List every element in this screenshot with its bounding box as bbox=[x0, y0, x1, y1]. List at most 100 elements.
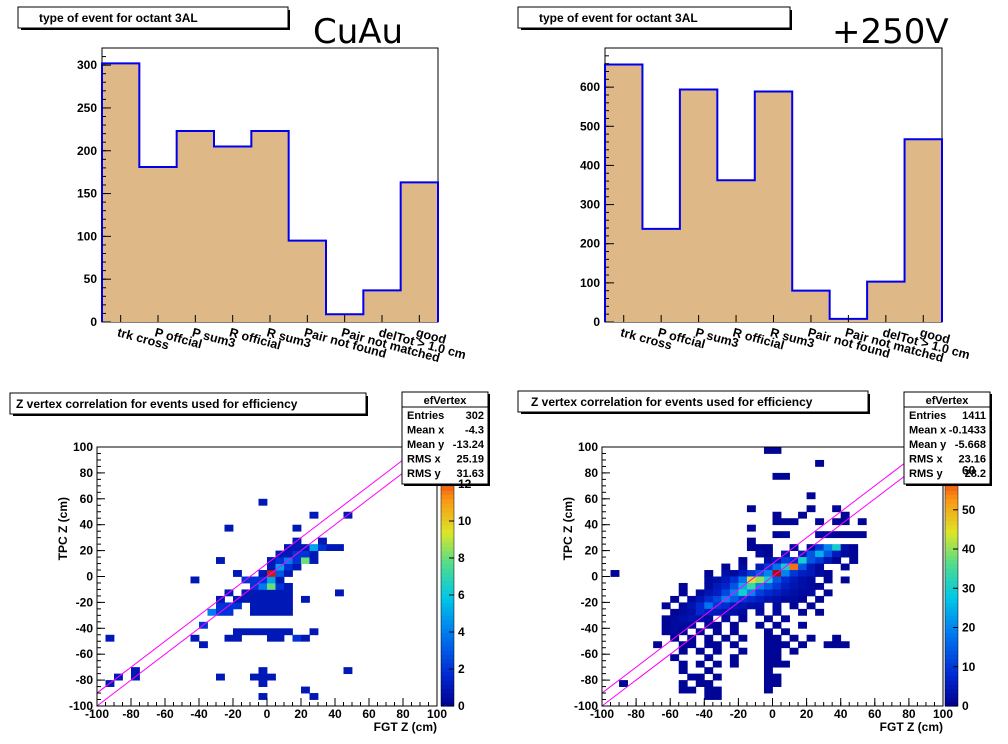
heatmap-cell bbox=[789, 589, 799, 597]
heatmap-cell bbox=[292, 563, 302, 571]
colorbar-segment bbox=[945, 554, 958, 560]
heatmap-cell bbox=[823, 550, 833, 558]
colorbar-segment bbox=[441, 611, 454, 616]
heatmap-cell bbox=[729, 608, 739, 616]
heatmap-cell bbox=[763, 595, 773, 603]
heatmap-cell bbox=[746, 595, 756, 603]
heatmap-cell bbox=[704, 576, 714, 584]
y-tick-label: 500 bbox=[580, 119, 600, 133]
stats-value: 302 bbox=[466, 410, 484, 422]
y-tick-label: 80 bbox=[585, 466, 599, 480]
heatmap-cell bbox=[789, 634, 799, 642]
diagonal-line bbox=[96, 446, 421, 694]
heatmap-cell bbox=[755, 576, 765, 584]
heatmap-cell bbox=[678, 589, 688, 597]
y-tick-label: 60 bbox=[80, 492, 94, 506]
colorbar-segment bbox=[441, 697, 454, 703]
heatmap-cell bbox=[772, 647, 782, 655]
bar bbox=[754, 91, 793, 322]
colorbar-segment bbox=[945, 680, 958, 686]
y-tick-label: 20 bbox=[585, 544, 599, 558]
heatmap-cell bbox=[755, 589, 765, 597]
x-axis-label: FGT Z (cm) bbox=[880, 720, 943, 734]
heatmap-cell bbox=[131, 667, 140, 675]
stats-value: -0.1433 bbox=[949, 425, 986, 437]
stats-value: 31.63 bbox=[456, 468, 484, 480]
colorbar-segment bbox=[441, 701, 454, 707]
colorbar-segment bbox=[945, 619, 958, 625]
colorbar-segment bbox=[441, 593, 454, 599]
panel-4-title: Z vertex correlation for events used for… bbox=[531, 395, 813, 409]
colorbar-segment bbox=[945, 511, 958, 517]
bar bbox=[251, 131, 290, 322]
colorbar-tick-label: 8 bbox=[458, 551, 465, 565]
colorbar-segment bbox=[441, 503, 454, 509]
y-tick-label: 100 bbox=[578, 440, 598, 454]
heatmap-cell bbox=[781, 582, 790, 590]
heatmap-cell bbox=[704, 693, 714, 700]
heatmap-cell bbox=[704, 582, 714, 590]
colorbar-segment bbox=[945, 498, 958, 504]
heatmap-cell bbox=[284, 582, 293, 590]
heatmap-cell bbox=[729, 582, 739, 590]
heatmap-cell bbox=[678, 602, 688, 610]
heatmap-cell bbox=[687, 641, 697, 649]
colorbar-segment bbox=[441, 576, 454, 582]
x-tick-label: 60 bbox=[868, 707, 882, 721]
heatmap-cell bbox=[712, 589, 722, 597]
colorbar-segment bbox=[945, 589, 958, 595]
x-tick-label: -100 bbox=[590, 707, 614, 721]
colorbar-segment bbox=[441, 585, 454, 591]
x-axis-label: FGT Z (cm) bbox=[374, 720, 437, 734]
heatmap-cell bbox=[798, 589, 807, 597]
heatmap-plot bbox=[601, 391, 992, 707]
heatmap-cell bbox=[267, 634, 276, 642]
heatmap-cell bbox=[746, 582, 756, 590]
heatmap-cell bbox=[832, 544, 842, 551]
heatmap-cell bbox=[798, 557, 807, 564]
heatmap-cell bbox=[687, 615, 697, 623]
heatmap-cell bbox=[309, 544, 319, 551]
colorbar-segment bbox=[441, 654, 454, 660]
heatmap-cell bbox=[258, 582, 268, 590]
heatmap-cell bbox=[275, 557, 285, 564]
heatmap-cell bbox=[781, 595, 790, 603]
heatmap-cell bbox=[738, 570, 748, 577]
bar bbox=[717, 180, 756, 322]
heatmap-cell bbox=[832, 518, 842, 526]
heatmap-cell bbox=[789, 563, 799, 571]
heatmap-cell bbox=[250, 602, 259, 610]
heatmap-cell bbox=[704, 634, 714, 642]
panel-3-title: Z vertex correlation for events used for… bbox=[16, 397, 298, 411]
heatmap-cell bbox=[772, 634, 782, 642]
heatmap-cell bbox=[687, 595, 697, 603]
stats-name: efVertex bbox=[424, 395, 468, 407]
colorbar-segment bbox=[945, 507, 958, 513]
x-tick-label: 100 bbox=[933, 707, 953, 721]
heatmap-cell bbox=[301, 557, 310, 564]
y-axis-label: TPC Z (cm) bbox=[56, 497, 70, 560]
heatmap-cell bbox=[738, 615, 748, 623]
colorbar-segment bbox=[441, 662, 454, 668]
colorbar-segment bbox=[441, 649, 454, 655]
colorbar-tick-label: 2 bbox=[458, 662, 465, 676]
heatmap-cell bbox=[695, 602, 705, 610]
heatmap-cell bbox=[678, 686, 688, 694]
heatmap-cell bbox=[704, 686, 714, 694]
heatmap-cell bbox=[335, 589, 344, 597]
heatmap-cell bbox=[781, 660, 790, 668]
heatmap-cell bbox=[712, 660, 722, 668]
y-tick-label: 100 bbox=[73, 440, 93, 454]
heatmap-cell bbox=[815, 563, 825, 571]
bar bbox=[139, 167, 178, 322]
heatmap-cell bbox=[250, 608, 259, 616]
heatmap-cell bbox=[258, 498, 268, 506]
heatmap-cell bbox=[806, 634, 816, 642]
colorbar-segment bbox=[945, 494, 958, 500]
colorbar-segment bbox=[441, 688, 454, 694]
bar bbox=[176, 131, 215, 322]
heatmap-cell bbox=[840, 641, 850, 649]
y-tick-label: -100 bbox=[574, 699, 598, 713]
stats-key: Mean y bbox=[909, 439, 947, 451]
y-tick-label: 40 bbox=[585, 518, 599, 532]
